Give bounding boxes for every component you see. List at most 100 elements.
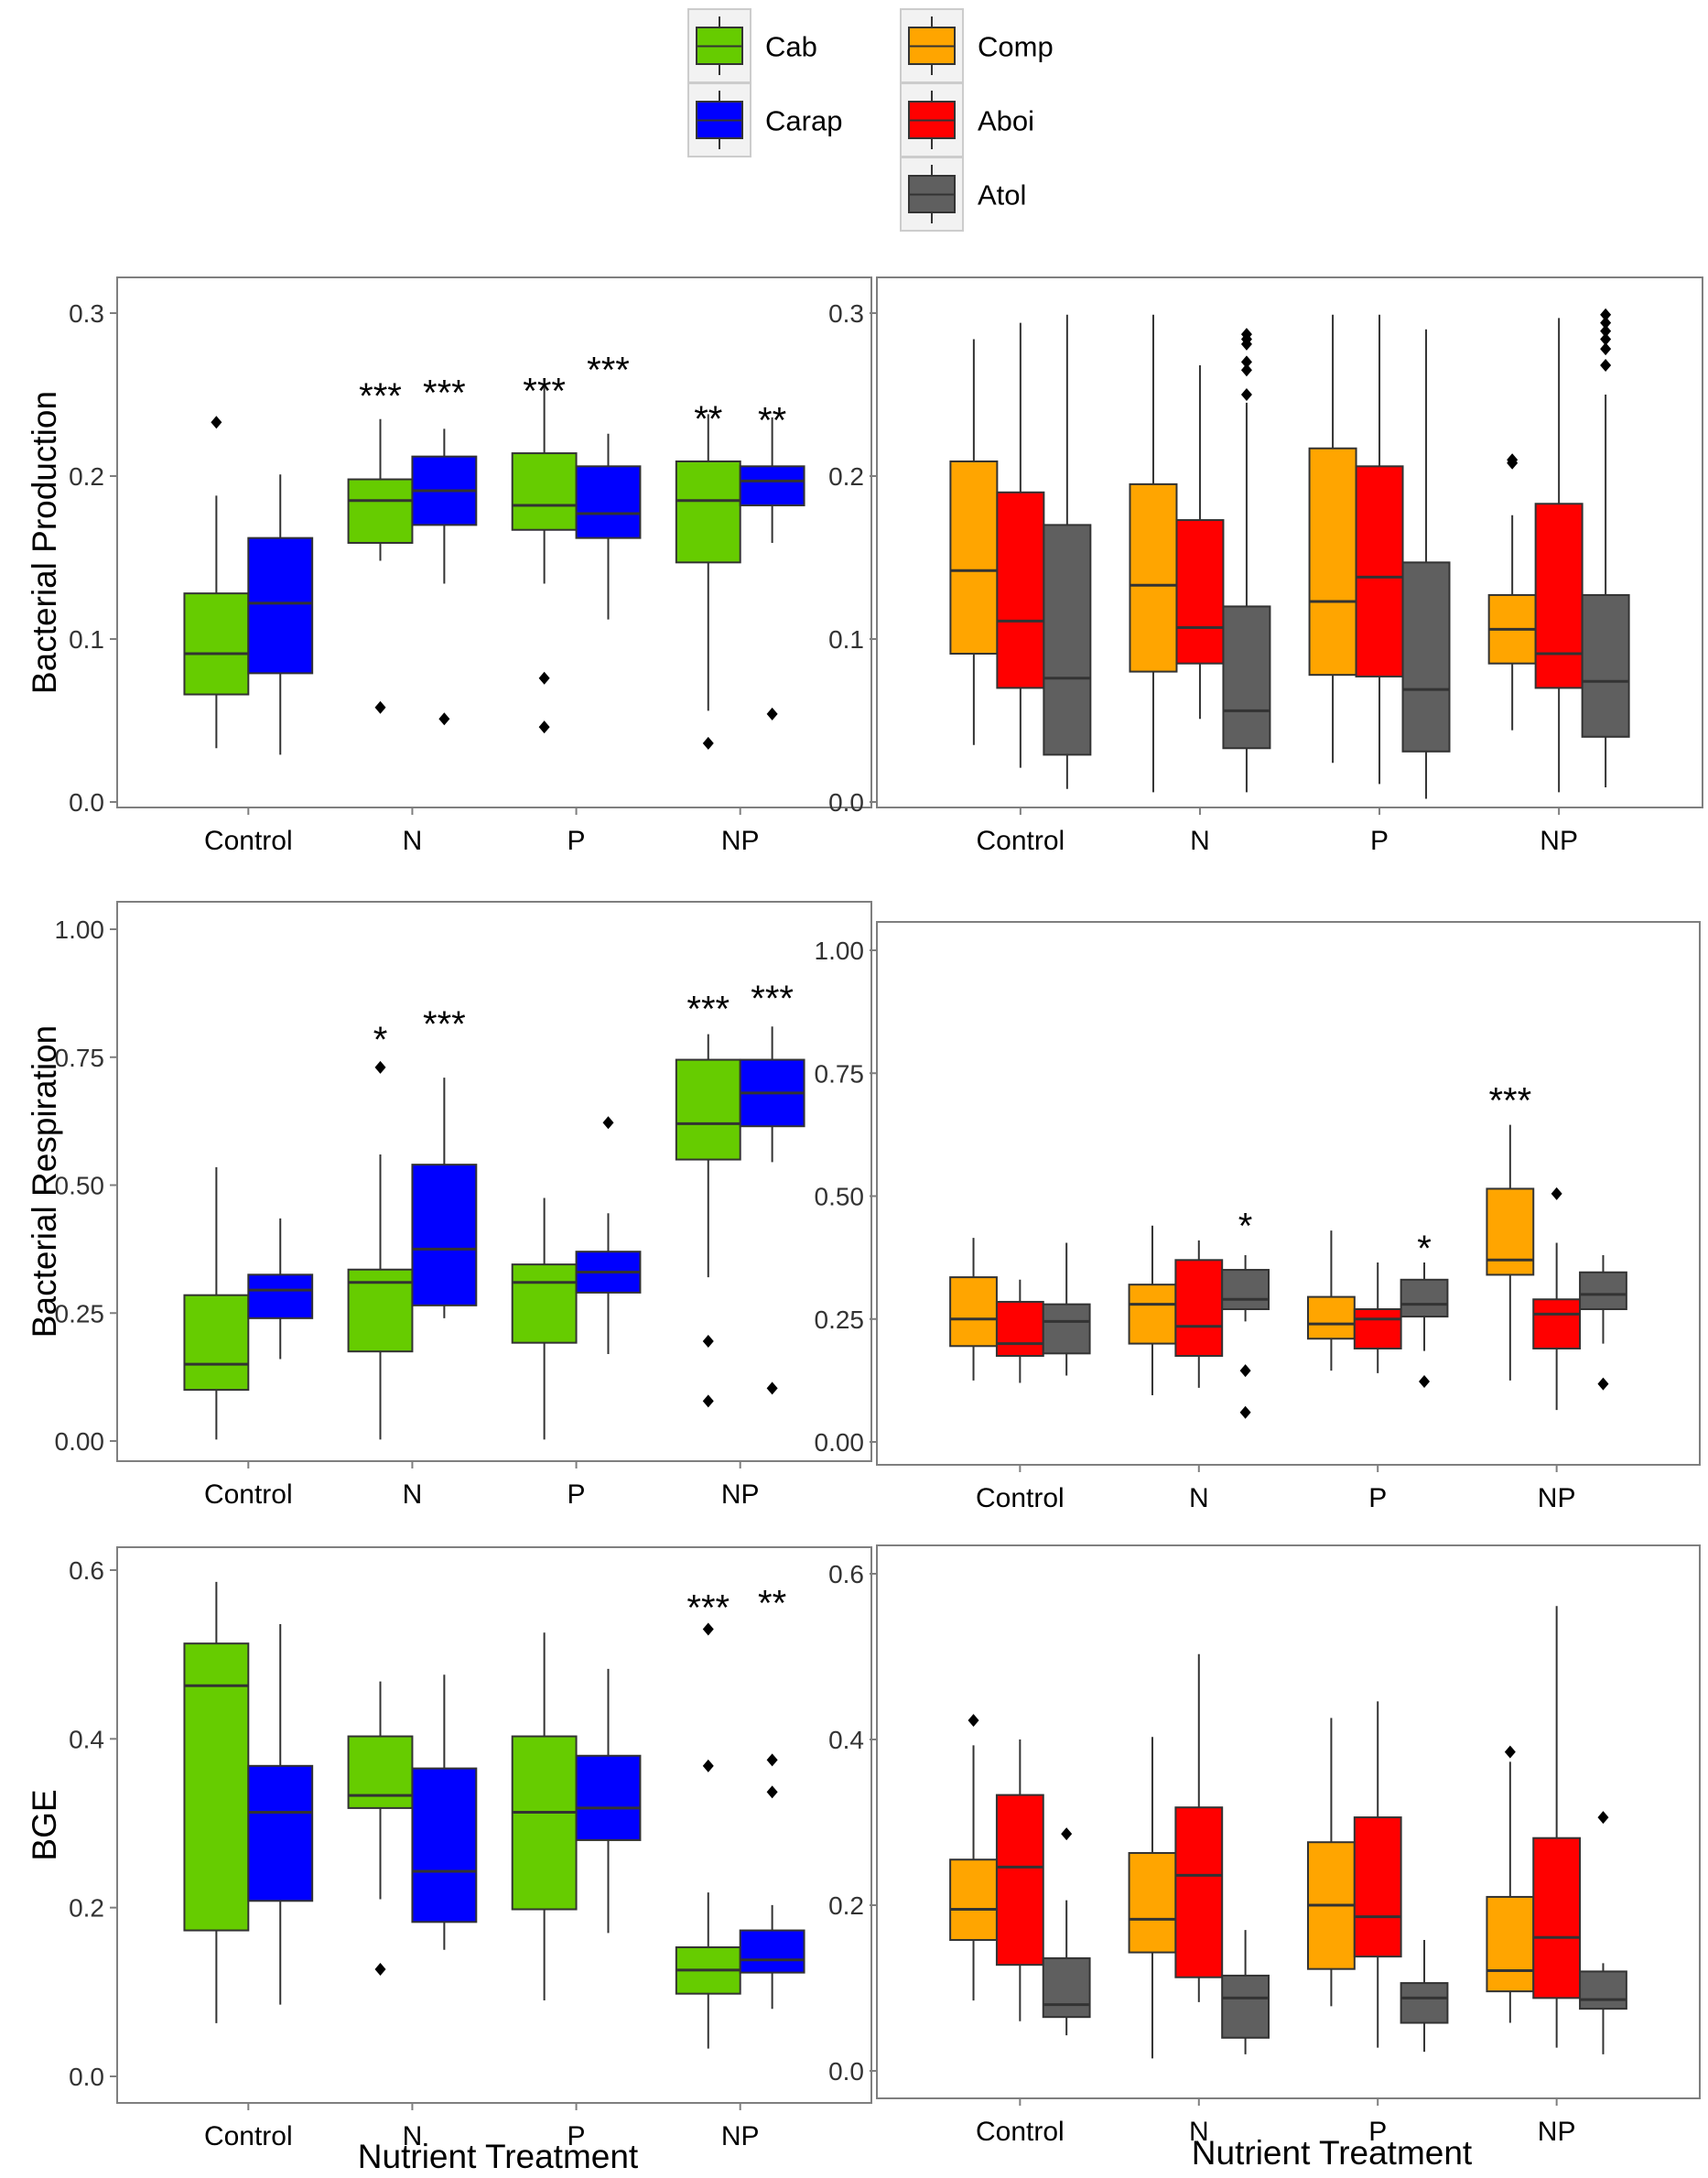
y-tick-label: 0.0 bbox=[828, 2057, 864, 2086]
x-tick-label: NP bbox=[721, 826, 760, 856]
y-tick-label: 1.00 bbox=[815, 937, 865, 965]
x-tick-label: P bbox=[568, 826, 586, 856]
outlier-point bbox=[1600, 358, 1612, 372]
x-tick-label: Control bbox=[204, 826, 293, 856]
significance-label: * bbox=[373, 1020, 388, 1060]
box-carap-p bbox=[575, 1668, 642, 1934]
y-tick-label: 0.4 bbox=[69, 1725, 104, 1753]
box-body bbox=[1042, 1303, 1091, 1355]
y-tick-label: 0.00 bbox=[815, 1428, 865, 1457]
x-tick-label: Control bbox=[976, 2117, 1065, 2147]
box-body bbox=[949, 460, 999, 656]
outlier-point bbox=[1600, 316, 1612, 330]
box-body bbox=[1128, 1851, 1177, 1954]
box-body bbox=[739, 465, 805, 507]
box-cab-np bbox=[675, 1034, 741, 1408]
box-body bbox=[1532, 1837, 1582, 1999]
box-cab-control bbox=[183, 416, 250, 749]
box-comp-p bbox=[1308, 314, 1357, 764]
outlier-point bbox=[1239, 1405, 1251, 1419]
y-tick-label: 0.50 bbox=[55, 1172, 105, 1200]
box-aboi-n bbox=[1174, 1653, 1224, 2002]
box-aboi-control bbox=[995, 1279, 1044, 1383]
y-tick-label: 0.25 bbox=[815, 1306, 865, 1334]
outlier-point bbox=[1600, 308, 1612, 321]
y-tick-label: 0.75 bbox=[815, 1059, 865, 1088]
y-tick-label: 0.4 bbox=[828, 1726, 864, 1754]
outlier-point bbox=[702, 1334, 714, 1348]
box-comp-n bbox=[1128, 1737, 1177, 2059]
x-tick-label: Control bbox=[976, 1483, 1065, 1513]
x-tick-label: NP bbox=[1538, 1483, 1576, 1513]
outlier-point bbox=[1239, 1364, 1251, 1378]
box-aboi-np bbox=[1534, 318, 1584, 793]
box-body bbox=[949, 1276, 998, 1348]
y-tick-label: 0.1 bbox=[69, 625, 104, 654]
box-body bbox=[1401, 561, 1451, 753]
outlier-point bbox=[1240, 355, 1252, 369]
outlier-point bbox=[766, 1753, 778, 1767]
box-aboi-p bbox=[1353, 1262, 1402, 1373]
y-tick-label: 0.2 bbox=[828, 1891, 864, 1920]
outlier-point bbox=[1600, 342, 1612, 356]
box-body bbox=[996, 491, 1045, 689]
x-tick-label: N bbox=[403, 1479, 423, 1510]
box-cab-control bbox=[183, 1581, 250, 2023]
box-atol-p bbox=[1400, 1262, 1449, 1388]
x-tick-label: N bbox=[1189, 1483, 1209, 1513]
outlier-point bbox=[1504, 1745, 1516, 1759]
box-carap-control bbox=[247, 474, 314, 755]
y-tick-label: 0.3 bbox=[69, 299, 104, 328]
legend-label-aboi: Aboi bbox=[978, 105, 1034, 137]
box-body bbox=[1579, 1271, 1627, 1311]
box-cab-p bbox=[511, 1632, 578, 2001]
box-body bbox=[995, 1793, 1044, 1967]
y-tick-label: 1.00 bbox=[55, 916, 105, 944]
x-tick-label: Control bbox=[977, 826, 1065, 856]
box-comp-np bbox=[1487, 453, 1537, 731]
box-atol-p bbox=[1400, 1940, 1449, 2053]
box-body bbox=[1221, 1974, 1270, 2039]
box-body bbox=[1043, 524, 1092, 756]
outlier-point bbox=[1507, 453, 1519, 467]
box-body bbox=[995, 1300, 1044, 1358]
box-body bbox=[1308, 447, 1357, 677]
box-cab-p bbox=[511, 1197, 578, 1440]
outlier-point bbox=[1419, 1374, 1431, 1388]
outlier-point bbox=[438, 712, 450, 726]
box-atol-np bbox=[1581, 308, 1630, 787]
y-tick-label: 0.0 bbox=[828, 788, 864, 817]
box-aboi-control bbox=[995, 1739, 1044, 2021]
box-body bbox=[411, 1767, 478, 1923]
box-comp-control bbox=[949, 1714, 998, 2001]
outlier-point bbox=[1600, 332, 1612, 346]
x-tick-label: NP bbox=[721, 2121, 760, 2151]
box-cab-np bbox=[675, 1622, 741, 2049]
box-body bbox=[739, 1929, 805, 1974]
significance-label: *** bbox=[1488, 1081, 1531, 1122]
significance-label: *** bbox=[686, 989, 730, 1029]
x-tick-label: N bbox=[403, 826, 423, 856]
box-body bbox=[1581, 593, 1630, 738]
box-body bbox=[247, 1764, 314, 1902]
outlier-point bbox=[374, 700, 386, 714]
box-comp-n bbox=[1128, 1225, 1177, 1395]
box-body bbox=[1400, 1278, 1449, 1318]
box-atol-control bbox=[1042, 1242, 1091, 1376]
box-body bbox=[1355, 465, 1404, 677]
box-body bbox=[1175, 519, 1225, 665]
outlier-point bbox=[1240, 388, 1252, 401]
box-comp-p bbox=[1306, 1717, 1356, 2007]
box-body bbox=[1353, 1308, 1402, 1349]
box-body bbox=[1534, 503, 1584, 689]
outlier-point bbox=[702, 1394, 714, 1408]
box-atol-p bbox=[1401, 329, 1451, 799]
box-body bbox=[1174, 1259, 1224, 1358]
box-cab-p bbox=[511, 385, 578, 734]
box-cab-np bbox=[675, 414, 741, 750]
box-body bbox=[183, 592, 250, 696]
box-body bbox=[511, 1735, 578, 1911]
outlier-point bbox=[1240, 328, 1252, 341]
